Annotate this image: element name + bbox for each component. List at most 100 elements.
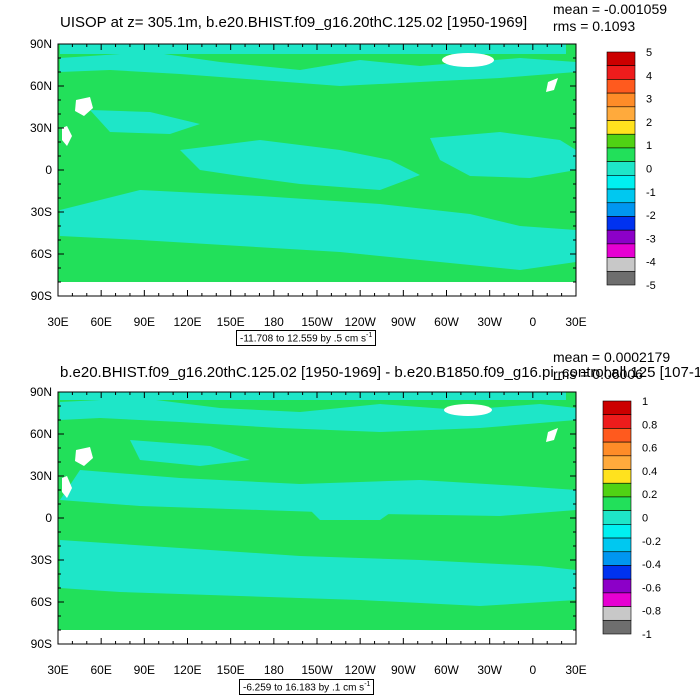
colorbar-label: 4: [646, 70, 652, 82]
colorbar-swatch: [606, 106, 636, 121]
colorbar-label: 0: [646, 164, 652, 176]
colorbar-label: -1: [642, 629, 652, 641]
lat-label: 60S: [31, 595, 52, 609]
lon-label: 0: [529, 315, 536, 329]
panel2-title: b.e20.BHIST.f09_g16.20thC.125.02 [1950-1…: [60, 364, 700, 381]
colorbar-swatch: [602, 551, 632, 566]
lon-label: 120W: [344, 315, 376, 329]
lon-label: 90E: [134, 315, 155, 329]
colorbar-swatch: [606, 257, 636, 272]
lon-label: 120E: [173, 663, 201, 677]
colorbar-swatch: [602, 537, 632, 553]
lat-label: 90N: [30, 37, 52, 51]
lon-label: 120W: [344, 663, 376, 677]
colorbar-swatch: [606, 120, 636, 135]
lat-label: 90N: [30, 385, 52, 399]
lat-label: 60N: [30, 427, 52, 441]
colorbar-swatch: [602, 400, 632, 416]
panel2-rms: rms = 0.06006: [553, 366, 643, 382]
colorbar-label: 0.6: [642, 443, 657, 455]
colorbar-swatch: [606, 51, 636, 67]
panel2-map: [57, 391, 577, 645]
panel1-map: [57, 43, 577, 297]
lat-label: 60N: [30, 79, 52, 93]
lon-label: 0: [529, 663, 536, 677]
lon-label: 120E: [173, 315, 201, 329]
colorbar-label: 1: [646, 140, 652, 152]
colorbar-swatch: [606, 229, 636, 245]
colorbar-label: -1: [646, 187, 656, 199]
panel2-range-label: -6.259 to 16.183 by .1 cm s-1: [239, 679, 375, 696]
panel1-rms: rms = 0.1093: [553, 18, 636, 34]
colorbar-label: 0.2: [642, 489, 657, 501]
lon-label: 30W: [477, 663, 502, 677]
lat-label: 90S: [31, 637, 52, 651]
colorbar-swatch: [606, 133, 636, 149]
colorbar-swatch: [602, 619, 632, 635]
colorbar-label: -4: [646, 257, 656, 269]
lat-label: 30N: [30, 469, 52, 483]
lat-label: 0: [45, 511, 52, 525]
colorbar-label: 1: [642, 396, 648, 408]
colorbar-swatch: [606, 188, 636, 204]
lat-label: 30S: [31, 205, 52, 219]
colorbar-swatch: [606, 243, 636, 258]
lat-label: 30N: [30, 121, 52, 135]
lon-label: 60W: [434, 663, 459, 677]
colorbar-swatch: [602, 455, 632, 470]
colorbar-swatch: [602, 414, 632, 429]
colorbar-swatch: [602, 428, 632, 443]
lat-label: 30S: [31, 553, 52, 567]
lon-label: 180: [264, 663, 284, 677]
lon-label: 90W: [391, 663, 416, 677]
colorbar-label: 5: [646, 47, 652, 59]
colorbar-swatch: [606, 202, 636, 217]
lon-label: 30E: [47, 315, 68, 329]
colorbar-label: 3: [646, 94, 652, 106]
colorbar-swatch: [606, 161, 636, 176]
panel1-ocean-patches: [60, 44, 576, 270]
lon-label: 150E: [217, 663, 245, 677]
colorbar-label: -2: [646, 210, 656, 222]
lon-label: 60W: [434, 315, 459, 329]
colorbar-swatch: [606, 65, 636, 80]
lon-label: 90E: [134, 663, 155, 677]
colorbar-label: -0.2: [642, 536, 661, 548]
colorbar-label: -0.8: [642, 606, 661, 618]
colorbar-swatch: [602, 578, 632, 594]
lon-label: 60E: [90, 315, 111, 329]
colorbar-swatch: [602, 565, 632, 580]
colorbar-swatch: [602, 606, 632, 621]
colorbar-label: 0: [642, 513, 648, 525]
colorbar-swatch: [602, 441, 632, 457]
lat-label: 90S: [31, 289, 52, 303]
panel1-title: UISOP at z= 305.1m, b.e20.BHIST.f09_g16.…: [60, 14, 528, 31]
colorbar-label: 0.4: [642, 466, 657, 478]
colorbar-swatch: [606, 79, 636, 94]
panel2-ocean-patches: [60, 392, 576, 606]
panel1-mean: mean = -0.001059: [553, 1, 668, 17]
colorbar-swatch: [602, 524, 632, 539]
lon-label: 90W: [391, 315, 416, 329]
colorbar-label: -0.6: [642, 582, 661, 594]
colorbar-label: 2: [646, 117, 652, 129]
colorbar-swatch: [606, 92, 636, 108]
lon-label: 60E: [90, 663, 111, 677]
lon-label: 30E: [565, 663, 586, 677]
colorbar-swatch: [602, 496, 632, 511]
colorbar-swatch: [606, 175, 636, 190]
colorbar-label: 0.8: [642, 419, 657, 431]
colorbar-label: -5: [646, 280, 656, 292]
colorbar-swatch: [602, 469, 632, 484]
lon-label: 150W: [301, 315, 333, 329]
lon-label: 180: [264, 315, 284, 329]
colorbar-swatch: [602, 482, 632, 498]
colorbar-swatch: [606, 147, 636, 162]
lat-label: 60S: [31, 247, 52, 261]
colorbar-swatch: [602, 592, 632, 607]
lon-label: 30W: [477, 315, 502, 329]
colorbar-label: -3: [646, 233, 656, 245]
lon-label: 30E: [47, 663, 68, 677]
panel2-mean: mean = 0.0002179: [553, 349, 671, 365]
